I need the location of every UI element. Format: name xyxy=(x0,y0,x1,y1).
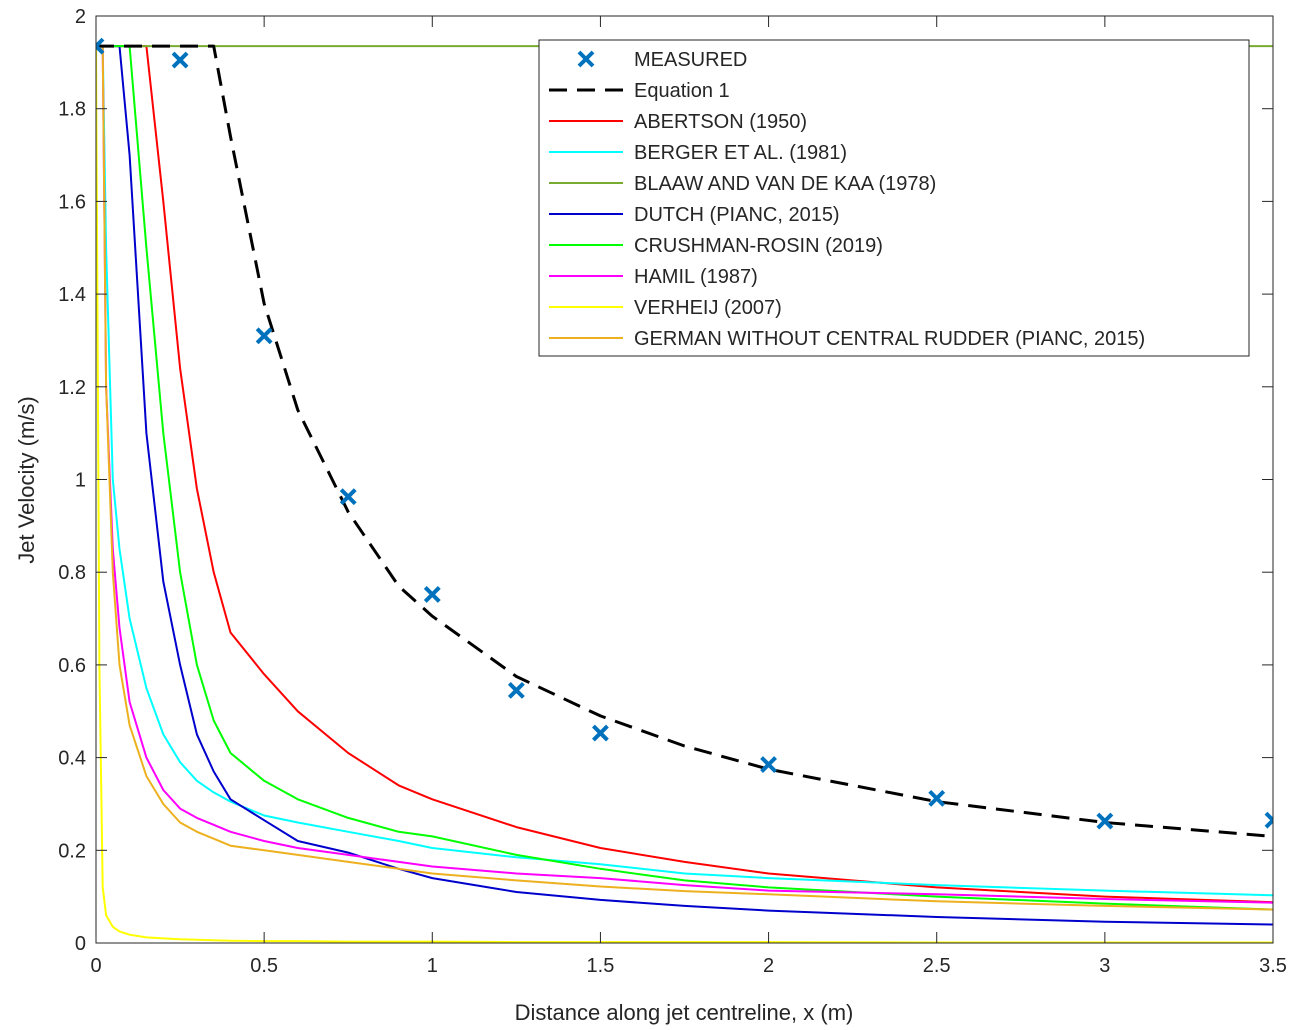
legend-box xyxy=(538,39,1250,357)
y-tick-label: 0 xyxy=(75,933,86,955)
data-point-marker xyxy=(339,488,357,506)
series-line-berger-et-al-1981 xyxy=(96,45,1273,897)
legend-label-blaaw-and-van-de-kaa-1978: BLAAW AND VAN DE KAA (1978) xyxy=(634,173,936,195)
y-tick-label: 1.2 xyxy=(58,377,86,399)
y-tick-label: 1.6 xyxy=(58,191,86,213)
series-line-german-without-central-rudder-pianc-2015 xyxy=(96,45,1273,911)
y-tick-label: 1 xyxy=(75,470,86,492)
legend-label-measured: MEASURED xyxy=(634,49,747,71)
y-tick-label: 0.2 xyxy=(58,840,86,862)
series-line-equation-1 xyxy=(96,44,1273,838)
x-tick-label: 1.5 xyxy=(587,955,615,977)
y-tick-label: 0.8 xyxy=(58,562,86,584)
data-point-marker xyxy=(171,51,189,69)
ticks-layer: 0 0.5 1 1.5 2 2.5 3 3.5 0 0.2 0.4 0.6 0.8 1 1.2 1.4 1.6 1… xyxy=(58,6,1287,977)
data-point-marker xyxy=(255,327,273,345)
legend-label-german-without-central-rudder-pianc-2015: GERMAN WITHOUT CENTRAL RUDDER (PIANC, 20… xyxy=(634,328,1145,350)
legend-label-abertson-1950: ABERTSON (1950) xyxy=(634,111,807,133)
data-point-marker xyxy=(928,789,946,807)
data-point-marker xyxy=(507,681,525,699)
data-point-marker xyxy=(423,586,441,603)
data-point-marker xyxy=(1264,811,1273,829)
y-tick-label: 2 xyxy=(75,6,86,28)
x-tick-label: 3 xyxy=(1099,955,1110,977)
x-tick-label: 2.5 xyxy=(923,955,951,977)
legend-label-equation-1: Equation 1 xyxy=(634,80,730,102)
series-line-verheij-2007 xyxy=(96,46,1273,943)
legend-label-berger-et-al-1981: BERGER ET AL. (1981) xyxy=(634,142,847,164)
y-tick-label: 0.4 xyxy=(58,748,86,770)
y-tick-label: 0.6 xyxy=(58,655,86,677)
x-tick-label: 1 xyxy=(427,955,438,977)
series-layer xyxy=(96,37,1273,943)
legend-label-hamil-1987: HAMIL (1987) xyxy=(634,266,758,288)
y-axis-label: Jet Velocity (m/s) xyxy=(14,396,39,563)
legend-label-crushman-rosin-2019: CRUSHMAN-ROSIN (2019) xyxy=(634,235,883,257)
data-point-marker xyxy=(1096,812,1114,830)
x-tick-label: 0 xyxy=(90,955,101,977)
legend-marker-measured xyxy=(577,50,595,68)
data-point-marker xyxy=(760,756,777,773)
legend-label-verheij-2007: VERHEIJ (2007) xyxy=(634,297,782,319)
legend-label-dutch-pianc-2015: DUTCH (PIANC, 2015) xyxy=(634,204,840,226)
y-tick-label: 1.8 xyxy=(58,99,86,121)
data-point-marker xyxy=(96,37,105,55)
x-axis-label: Distance along jet centreline, x (m) xyxy=(515,1000,854,1025)
x-tick-label: 0.5 xyxy=(250,955,278,977)
legend: MEASURED Equation 1 ABERTSON (1950) BERGER … xyxy=(538,39,1250,357)
x-tick-label: 3.5 xyxy=(1259,955,1287,977)
data-point-marker xyxy=(592,724,609,742)
y-tick-label: 1.4 xyxy=(58,284,86,306)
x-tick-label: 2 xyxy=(763,955,774,977)
